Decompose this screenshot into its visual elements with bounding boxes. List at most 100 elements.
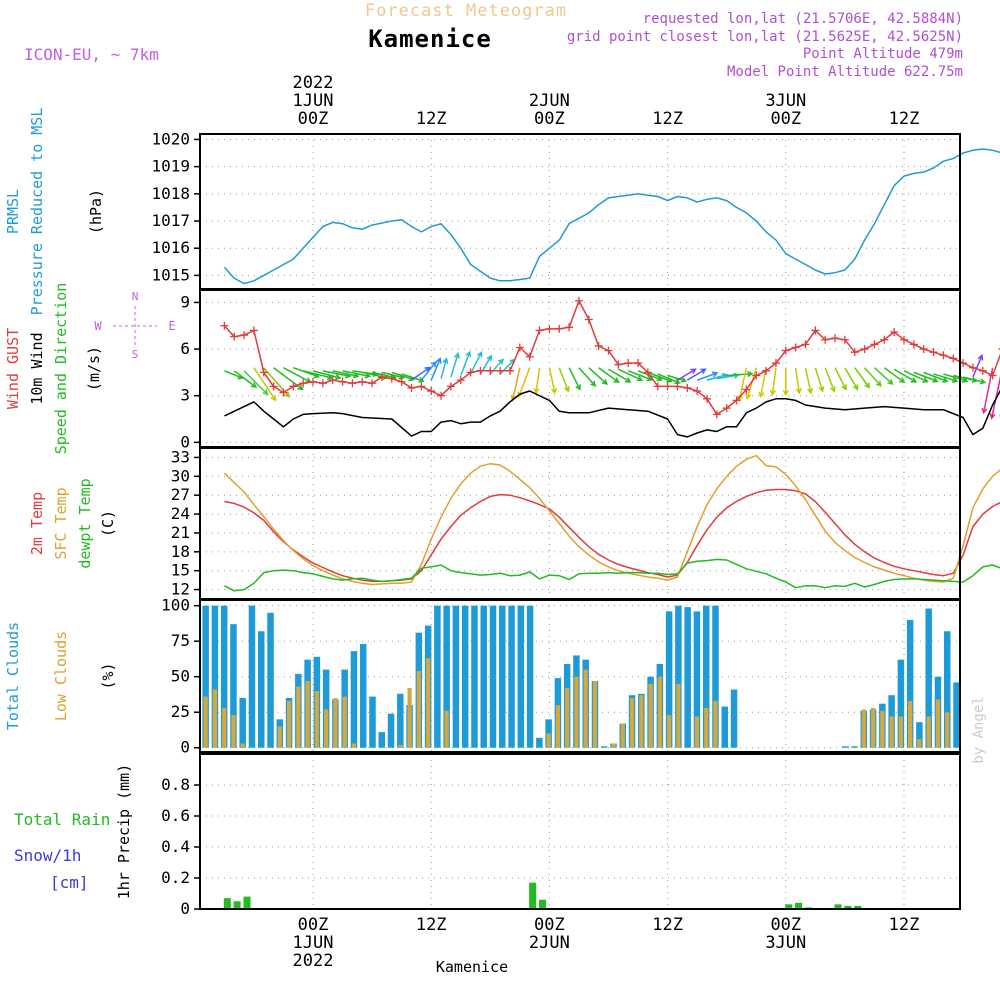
wind-arrow-head	[430, 360, 437, 368]
cloud-bar	[713, 700, 718, 748]
y-tick-label: 3	[180, 386, 190, 405]
wind-arrow-head	[435, 357, 442, 364]
gust-marker	[722, 404, 731, 413]
cloud-bar	[574, 676, 579, 748]
gust-marker	[358, 377, 367, 386]
cloud-bar	[665, 611, 673, 748]
wind-arrow	[814, 367, 824, 392]
gust-marker	[939, 351, 948, 360]
time-label-bottom: 3JUN	[765, 933, 806, 953]
cloud-bar	[230, 624, 237, 748]
gust-marker	[476, 366, 485, 375]
cloud-bar	[898, 716, 903, 748]
wind-arrow-head	[601, 378, 608, 385]
gust-marker	[663, 382, 672, 391]
y-tick-label: 0	[180, 899, 190, 918]
wind-arrow	[342, 370, 370, 377]
cloud-bar	[526, 605, 534, 748]
wind-arrow	[627, 370, 652, 381]
cloud-bar	[333, 698, 338, 748]
wind-arrow-head	[807, 387, 814, 395]
gust-marker	[584, 315, 593, 324]
gust-marker	[909, 340, 918, 349]
precip-bar	[233, 901, 241, 909]
wind-arrow-head	[590, 380, 597, 387]
wind-arrow-head	[424, 366, 431, 373]
wind-arrow	[332, 370, 359, 377]
precip-bar	[243, 896, 251, 909]
wind-arrow-head	[418, 376, 425, 383]
wind-arrow	[548, 367, 556, 394]
time-label-top: 2JUN	[529, 91, 570, 111]
wind-arrow	[854, 367, 870, 388]
y-axis-label: Pressure Reduced to MSL	[28, 108, 46, 316]
cloud-bar	[730, 689, 738, 748]
wind-arrow-head	[864, 382, 871, 389]
time-label-bottom: 1JUN	[293, 933, 334, 953]
cloud-bar	[945, 712, 950, 748]
wind-arrow	[440, 358, 448, 379]
gust-marker	[781, 346, 790, 355]
cloud-bar	[240, 743, 245, 748]
requested-coords: requested lon,lat (21.5706E, 42.5884N)	[643, 11, 963, 27]
gust-marker	[466, 368, 475, 377]
credit-watermark: by Angel	[971, 696, 987, 763]
wind-arrow-head	[550, 387, 557, 395]
cloud-bar	[322, 669, 330, 748]
wind-arrow	[558, 367, 569, 392]
gust-marker	[496, 366, 505, 375]
wind-arrow	[224, 370, 243, 379]
panel-frame	[199, 753, 961, 910]
cloud-bar	[916, 722, 923, 748]
gust-marker	[387, 374, 396, 383]
compass-east: E	[168, 319, 175, 333]
wind-arrow	[450, 353, 459, 378]
wind-panel: 0 3 6 9 Wind GUST 10m Wind Speed and Direction…	[4, 283, 1000, 454]
model-altitude: Model Point Altitude 622.75m	[727, 64, 963, 80]
wind-arrow-head	[497, 358, 504, 365]
wind-arrow-head	[795, 387, 802, 395]
wind-arrow	[990, 375, 1000, 419]
wind-arrow	[588, 367, 608, 385]
gust-marker	[515, 343, 524, 352]
y-axis-label: 1hr Precip (mm)	[115, 764, 133, 899]
gust-marker	[890, 327, 899, 336]
wind-arrow	[913, 371, 938, 383]
cloud-bar	[861, 709, 866, 748]
wind-arrow-head	[932, 377, 939, 383]
cloud-bar	[398, 744, 403, 748]
gust-marker	[309, 377, 317, 386]
cloud-bar	[222, 707, 227, 748]
product-title: Forecast Meteogram	[365, 1, 567, 21]
wind-arrow-head	[747, 370, 754, 378]
y-axis-label: 2m Temp	[28, 492, 46, 555]
cloud-bar	[461, 605, 469, 748]
wind-arrow	[253, 367, 277, 401]
wind-arrow	[726, 372, 752, 377]
gust-marker	[801, 340, 810, 349]
cloud-bar	[620, 723, 625, 748]
cloud-bar	[842, 746, 849, 748]
cloud-bar	[286, 700, 292, 748]
gust-marker	[525, 352, 534, 361]
location-title: Kamenice	[368, 25, 492, 53]
precip-bar	[223, 898, 231, 909]
cloud-bar	[211, 605, 219, 748]
wind-arrow	[972, 355, 983, 378]
gust-marker	[574, 296, 583, 305]
cloud-bar	[926, 716, 931, 748]
y-axis-label: (hPa)	[87, 189, 105, 234]
gust-marker	[860, 345, 869, 354]
y-tick-label: 0.6	[161, 806, 190, 825]
gridpoint-coords: grid point closest lon,lat (21.5625E, 42…	[567, 29, 963, 45]
wind-arrow	[844, 367, 859, 390]
gust-marker	[762, 366, 771, 375]
wind-arrow-head	[745, 393, 752, 400]
gust-marker	[259, 368, 268, 377]
compass-north: N	[132, 290, 139, 303]
wind-arrow-head	[758, 391, 765, 399]
wind-arrow	[962, 376, 985, 384]
gust-marker	[279, 388, 288, 397]
gust-marker	[653, 382, 662, 391]
